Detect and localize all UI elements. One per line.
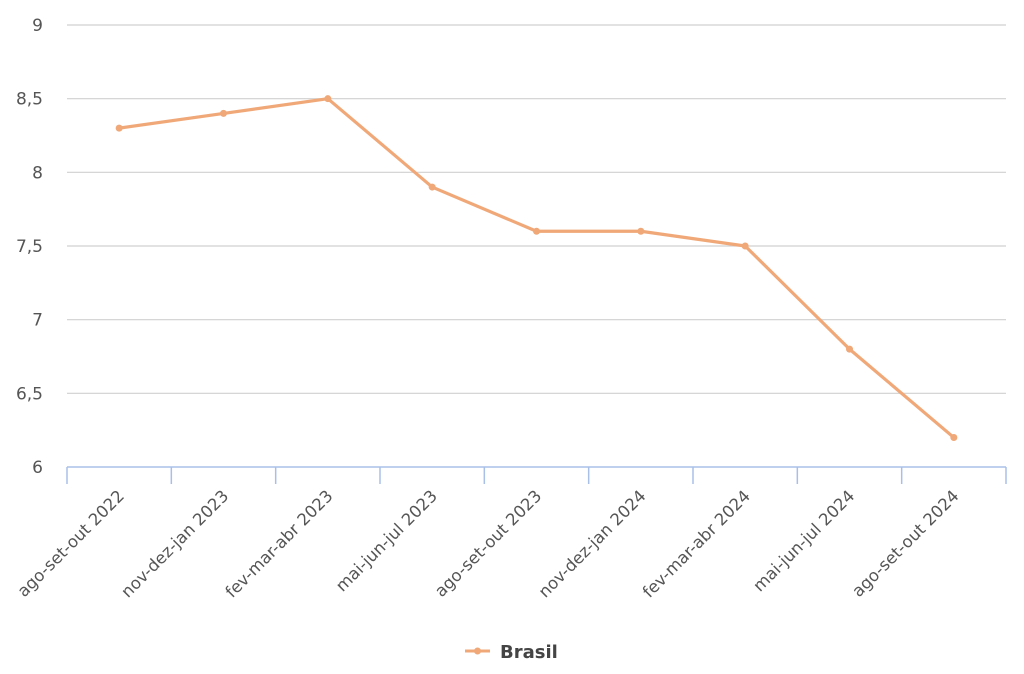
x-tick-label: mai-jun-jul 2024 [749,486,858,595]
x-tick-label: fev-mar-abr 2024 [639,486,754,601]
legend[interactable]: Brasil [465,642,558,663]
legend-marker [474,647,481,655]
y-tick-label: 8 [32,163,43,183]
x-axis [66,466,1007,484]
x-tick-label: mai-jun-jul 2023 [332,486,441,595]
x-tick-label: nov-dez-jan 2024 [535,486,650,601]
y-tick-label: 8,5 [16,90,43,110]
x-tick-label: ago-set-out 2022 [14,486,128,600]
gridlines [67,24,1006,394]
legend-label-brasil: Brasil [500,642,558,663]
x-tick-label: fev-mar-abr 2023 [222,486,337,601]
data-point[interactable] [220,109,227,117]
series-brasil [115,95,958,442]
x-tick-label: nov-dez-jan 2023 [117,486,232,601]
y-tick-label: 9 [32,16,43,36]
data-point[interactable] [950,434,958,442]
data-point[interactable] [846,345,853,353]
x-tick-label: ago-set-out 2023 [431,486,545,600]
data-point[interactable] [428,183,436,191]
y-tick-label: 6 [32,458,43,478]
data-point[interactable] [637,227,645,235]
data-point[interactable] [533,227,540,235]
data-point[interactable] [115,124,123,132]
data-point[interactable] [741,242,749,250]
data-point[interactable] [324,95,332,103]
x-tick-label: ago-set-out 2024 [848,486,962,600]
series-line [117,97,956,440]
y-axis-ticks: 6 6,5 7 7,5 8 8,5 9 [16,16,43,478]
y-tick-label: 7 [32,311,43,331]
y-tick-label: 7,5 [16,237,43,257]
y-tick-label: 6,5 [16,384,43,404]
